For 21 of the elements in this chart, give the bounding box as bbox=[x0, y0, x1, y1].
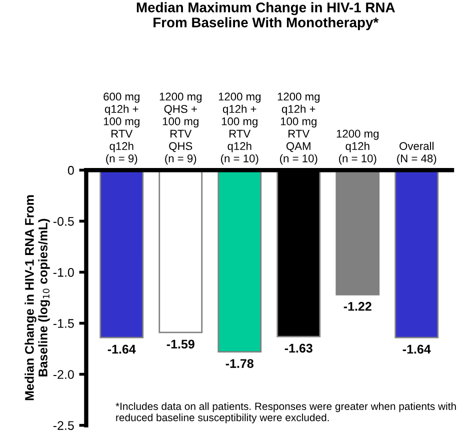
x-tick-label: 600 mg q12h + 100 mg RTV q12h (n = 9) bbox=[104, 92, 140, 165]
y-tick-label: -0.5 bbox=[53, 216, 74, 226]
annotation: *Includes data on all patients. Responses were greater when patients with reduced baseline susceptibility were excluded. bbox=[116, 402, 456, 424]
x-tick-label: 1200 mg q12h + 100 mg RTV q12h (n = 10) bbox=[218, 92, 261, 165]
data-label: -1.63 bbox=[284, 344, 312, 353]
data-label: -1.64 bbox=[402, 344, 431, 354]
y-tick-label: -1.0 bbox=[53, 268, 74, 277]
data-label: -1.78 bbox=[226, 359, 254, 368]
y-tick-label: -2.0 bbox=[53, 370, 74, 379]
x-tick-label: 1200 mg QHS + 100 mg RTV QHS (n = 9) bbox=[160, 92, 202, 165]
y-tick-label: -2.5 bbox=[53, 421, 74, 430]
data-label: -1.59 bbox=[166, 340, 194, 349]
chart-title: Median Maximum Change in HIV-1 RNA From Baseline With Monotherapy* bbox=[136, 2, 395, 30]
data-label: -1.64 bbox=[108, 344, 136, 354]
x-tick-label: 1200 mg q12h (n = 10) bbox=[336, 130, 379, 165]
y-tick-label: 0 bbox=[68, 166, 74, 175]
x-tick-label: 1200 mg q12h + 100 mg RTV QAM (n = 10) bbox=[278, 92, 320, 165]
y-tick-label: -1.5 bbox=[53, 319, 74, 328]
data-label: -1.22 bbox=[344, 302, 372, 311]
y-axis-title: Median Change in HIV-1 RNA From Baseline (log$_{10}$ copies/mL) bbox=[24, 195, 50, 400]
x-tick-label: Overall (N = 48) bbox=[397, 142, 436, 165]
